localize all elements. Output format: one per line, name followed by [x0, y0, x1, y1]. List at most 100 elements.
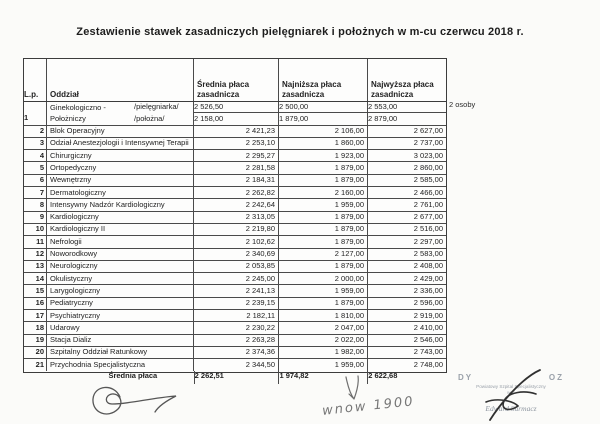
ward-name: Przychodnia Specjalistyczna: [47, 359, 194, 371]
max-salary: 2 546,00: [413, 335, 443, 345]
row-number: 14: [24, 273, 47, 285]
table-row: 17 Psychiatryczny 2 182,11 1 810,00 2 91…: [24, 310, 446, 323]
avg-salary: 2 245,00: [194, 273, 279, 285]
ward-name: Blok Operacyjny: [47, 125, 194, 137]
max-salary: 2 466,00: [413, 187, 443, 197]
row1-values: 2 526,50 2 500,00 2 553,00 2 158,00 1 87…: [194, 102, 446, 125]
role-label: /położna/: [134, 113, 165, 123]
row-number: 11: [24, 236, 47, 248]
min-salary: 2 106,00: [279, 125, 368, 137]
ward-name: Chirurgiczny: [47, 150, 194, 162]
max-salary: 2 879,00: [368, 113, 398, 123]
max-salary: 2 297,00: [413, 236, 443, 246]
max-salary: 2 596,00: [413, 298, 443, 308]
avg-salary: 2 184,31: [194, 174, 279, 187]
stamp-line2: Powiatowy Szpital Specjalistyczny: [476, 384, 546, 389]
avg-salary: 2 313,05: [194, 211, 279, 223]
ward-name: Okulistyczny: [47, 273, 194, 285]
table-row: 16 Pediatryczny 2 239,15 1 879,00 2 596,…: [24, 297, 446, 311]
max-salary: 2 860,00: [413, 162, 443, 172]
avg-salary: 2 182,11: [194, 310, 279, 322]
row-number: 10: [24, 223, 47, 236]
role-label: /pielęgniarka/: [134, 102, 179, 112]
row1-subrow-1: 2 526,50 2 500,00 2 553,00: [194, 102, 446, 114]
min-salary: 1 810,00: [279, 310, 368, 322]
min-salary: 1 879,00: [279, 260, 368, 273]
min-salary: 1 879,00: [279, 236, 368, 248]
table-body: 2 Blok Operacyjny 2 421,23 2 106,00 2 62…: [24, 125, 446, 371]
table-row: 13 Neurologiczny 2 053,85 1 879,00 2 408…: [24, 260, 446, 274]
avg-salary: 2 219,80: [194, 223, 279, 236]
min-salary: 1 982,00: [279, 346, 368, 359]
handwritten-note: wnow 1900: [321, 394, 416, 419]
document-title: Zestawienie stawek zasadniczych pielęgni…: [76, 26, 524, 38]
row-number: 17: [24, 310, 47, 322]
min-salary: 1 879,00: [279, 223, 368, 236]
min-salary: 1 860,00: [279, 137, 368, 150]
ward-name: Udarowy: [47, 322, 194, 334]
ward-name: Neurologiczny: [47, 260, 194, 273]
table-row: 5 Ortopedyczny 2 281,58 1 879,00 2 860,0…: [24, 162, 446, 175]
table-row: 11 Nefrologii 2 102,62 1 879,00 2 297,00: [24, 236, 446, 249]
row1-subrow-2: 2 158,00 1 879,00 2 879,00: [194, 113, 446, 125]
row-number: 19: [24, 334, 47, 346]
ward-line-2: Położniczy /położna/: [50, 113, 165, 123]
min-salary: 2 022,00: [279, 334, 368, 346]
header-oddzial: Oddział: [47, 59, 194, 101]
ward-line-1: Ginekologiczno - /pielęgniarka/: [50, 102, 179, 112]
row-number: 4: [24, 150, 47, 162]
header-najwyzsza: Najwyższa płaca zasadnicza: [371, 80, 434, 99]
ward-name: Dermatologiczny: [47, 187, 194, 199]
min-salary: 1 879,00: [279, 113, 368, 125]
max-salary: 2 410,00: [413, 322, 443, 332]
summary-label: Średnia płaca: [24, 370, 195, 384]
max-salary: 2 583,00: [413, 249, 443, 259]
ward-name: Psychiatryczny: [47, 310, 194, 322]
max-salary: 2 585,00: [413, 175, 443, 185]
ward-name-cell: Ginekologiczno - /pielęgniarka/ Położnic…: [47, 102, 194, 125]
avg-salary: 2 263,28: [194, 334, 279, 346]
signature-right: [485, 369, 541, 421]
row-number: 8: [24, 199, 47, 211]
ward-name: Szpitalny Oddział Ratunkowy: [47, 346, 194, 359]
avg-salary: 2 253,10: [194, 137, 279, 150]
min-salary: 1 879,00: [279, 211, 368, 223]
row-number: 7: [24, 187, 47, 199]
salary-table: L.p. Oddział Średnia płaca zasadnicza Na…: [23, 58, 447, 384]
summary-row: Średnia płaca 2 262,51 1 974,82 2 622,68: [24, 370, 446, 384]
avg-salary: 2 241,13: [194, 285, 279, 297]
row-number: 6: [24, 174, 47, 187]
ward-name: Noworodkowy: [47, 248, 194, 260]
avg-salary: 2 230,22: [194, 322, 279, 334]
signature-left: [92, 386, 177, 415]
max-salary: 3 023,00: [413, 150, 443, 160]
avg-salary: 2 102,62: [194, 236, 279, 248]
row1-annotation: 2 osoby: [449, 100, 476, 109]
ward-name: Intensywny Nadzór Kardiologiczny: [47, 199, 194, 211]
max-salary: 2 677,00: [413, 212, 443, 222]
avg-salary: 2 158,00: [194, 113, 279, 125]
table-row: 18 Udarowy 2 230,22 2 047,00 2 410,00: [24, 322, 446, 335]
table-row: 4 Chirurgiczny 2 295,27 1 923,00 3 023,0…: [24, 150, 446, 163]
avg-salary: 2 295,27: [194, 150, 279, 162]
avg-salary: 2 526,50: [194, 102, 279, 113]
max-salary: 2 516,00: [413, 224, 443, 234]
ward-name: Kardiologiczny II: [47, 223, 194, 236]
row-number: 20: [24, 346, 47, 359]
avg-salary: 2 242,64: [194, 199, 279, 211]
min-salary: 2 500,00: [279, 102, 368, 113]
max-salary: 2 748,00: [413, 359, 443, 369]
max-salary: 2 919,00: [413, 310, 443, 320]
min-salary: 1 959,00: [279, 199, 368, 211]
min-salary: 2 000,00: [279, 273, 368, 285]
table-row: 6 Wewnętrzny 2 184,31 1 879,00 2 585,00: [24, 174, 446, 188]
min-salary: 2 127,00: [279, 248, 368, 260]
ward-name: Stacja Dializ: [47, 334, 194, 346]
min-salary: 1 959,00: [279, 359, 368, 371]
ward-name: Wewnętrzny: [47, 174, 194, 187]
row-number: 1: [24, 102, 47, 125]
table-row: 8 Intensywny Nadzór Kardiologiczny 2 242…: [24, 199, 446, 212]
row-number: 13: [24, 260, 47, 273]
table-row: 15 Larygologiczny 2 241,13 1 959,00 2 33…: [24, 285, 446, 298]
table-row: 10 Kardiologiczny II 2 219,80 1 879,00 2…: [24, 223, 446, 237]
